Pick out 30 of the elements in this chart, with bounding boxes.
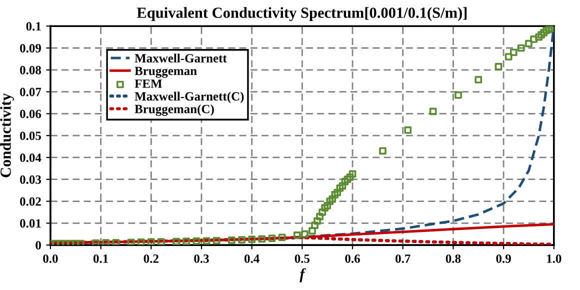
y-tick-label: 0.08 (20, 66, 42, 74)
y-tick-label: 0.05 (20, 132, 41, 140)
y-tick-label: 0.1 (26, 22, 41, 31)
x-tick-label: 0.9 (496, 254, 511, 263)
y-tick-label: 0.04 (20, 153, 42, 162)
x-tick-label: 1.0 (547, 254, 562, 263)
x-tick-label: 0.0 (43, 254, 58, 263)
x-tick-label: 0.3 (194, 254, 209, 263)
x-tick-label: 0.8 (446, 254, 461, 263)
y-tick-label: 0 (36, 241, 41, 250)
y-tick-label: 0.02 (20, 197, 41, 206)
y-axis-title: Conductivity (0, 93, 14, 178)
legend-label: Maxwell-Garnett(C) (134, 92, 244, 104)
x-axis-title: f (300, 268, 306, 282)
y-tick-label: 0.01 (20, 219, 41, 228)
legend-label: Maxwell-Garnett (134, 54, 227, 62)
y-tick-label: 0.07 (20, 88, 42, 96)
x-tick-label: 0.1 (93, 254, 108, 263)
legend-label: FEM (134, 80, 162, 88)
x-tick-label: 0.2 (144, 254, 158, 263)
y-tick-label: 0.06 (20, 110, 42, 118)
x-tick-label: 0.7 (396, 254, 410, 263)
x-tick-label: 0.5 (294, 254, 310, 263)
y-tick-label: 0.03 (20, 175, 42, 184)
legend-label: Bruggeman (134, 66, 197, 78)
x-tick-label: 0.6 (345, 254, 360, 263)
legend-label: Bruggeman(C) (134, 104, 214, 116)
chart-title: Equivalent Conductivity Spectrum[0.001/0.1(S/m)] (136, 7, 467, 22)
y-tick-label: 0.09 (20, 44, 41, 53)
x-tick-label: 0.4 (244, 254, 260, 263)
